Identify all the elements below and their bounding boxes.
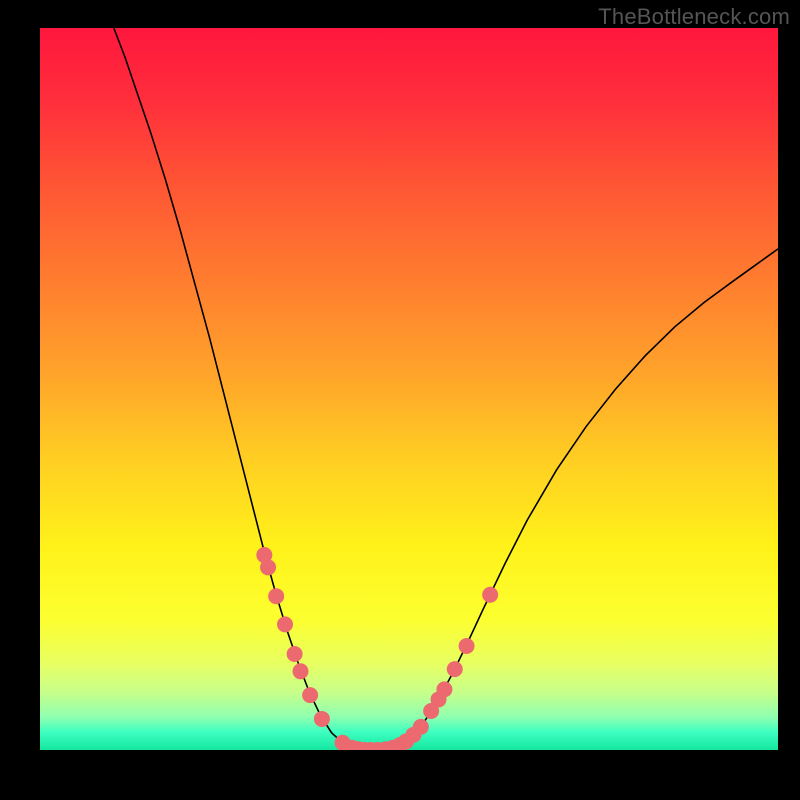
data-marker	[260, 559, 276, 575]
plot-background	[40, 28, 778, 750]
data-marker	[447, 661, 463, 677]
data-marker	[268, 588, 284, 604]
data-marker	[459, 638, 475, 654]
data-marker	[293, 663, 309, 679]
data-marker	[314, 711, 330, 727]
data-marker	[287, 646, 303, 662]
chart-root: TheBottleneck.com	[0, 0, 800, 800]
isolated-marker	[482, 587, 498, 603]
bottleneck-chart	[0, 0, 800, 800]
data-marker	[482, 587, 498, 603]
data-marker	[423, 703, 439, 719]
data-marker	[302, 687, 318, 703]
data-marker	[277, 616, 293, 632]
